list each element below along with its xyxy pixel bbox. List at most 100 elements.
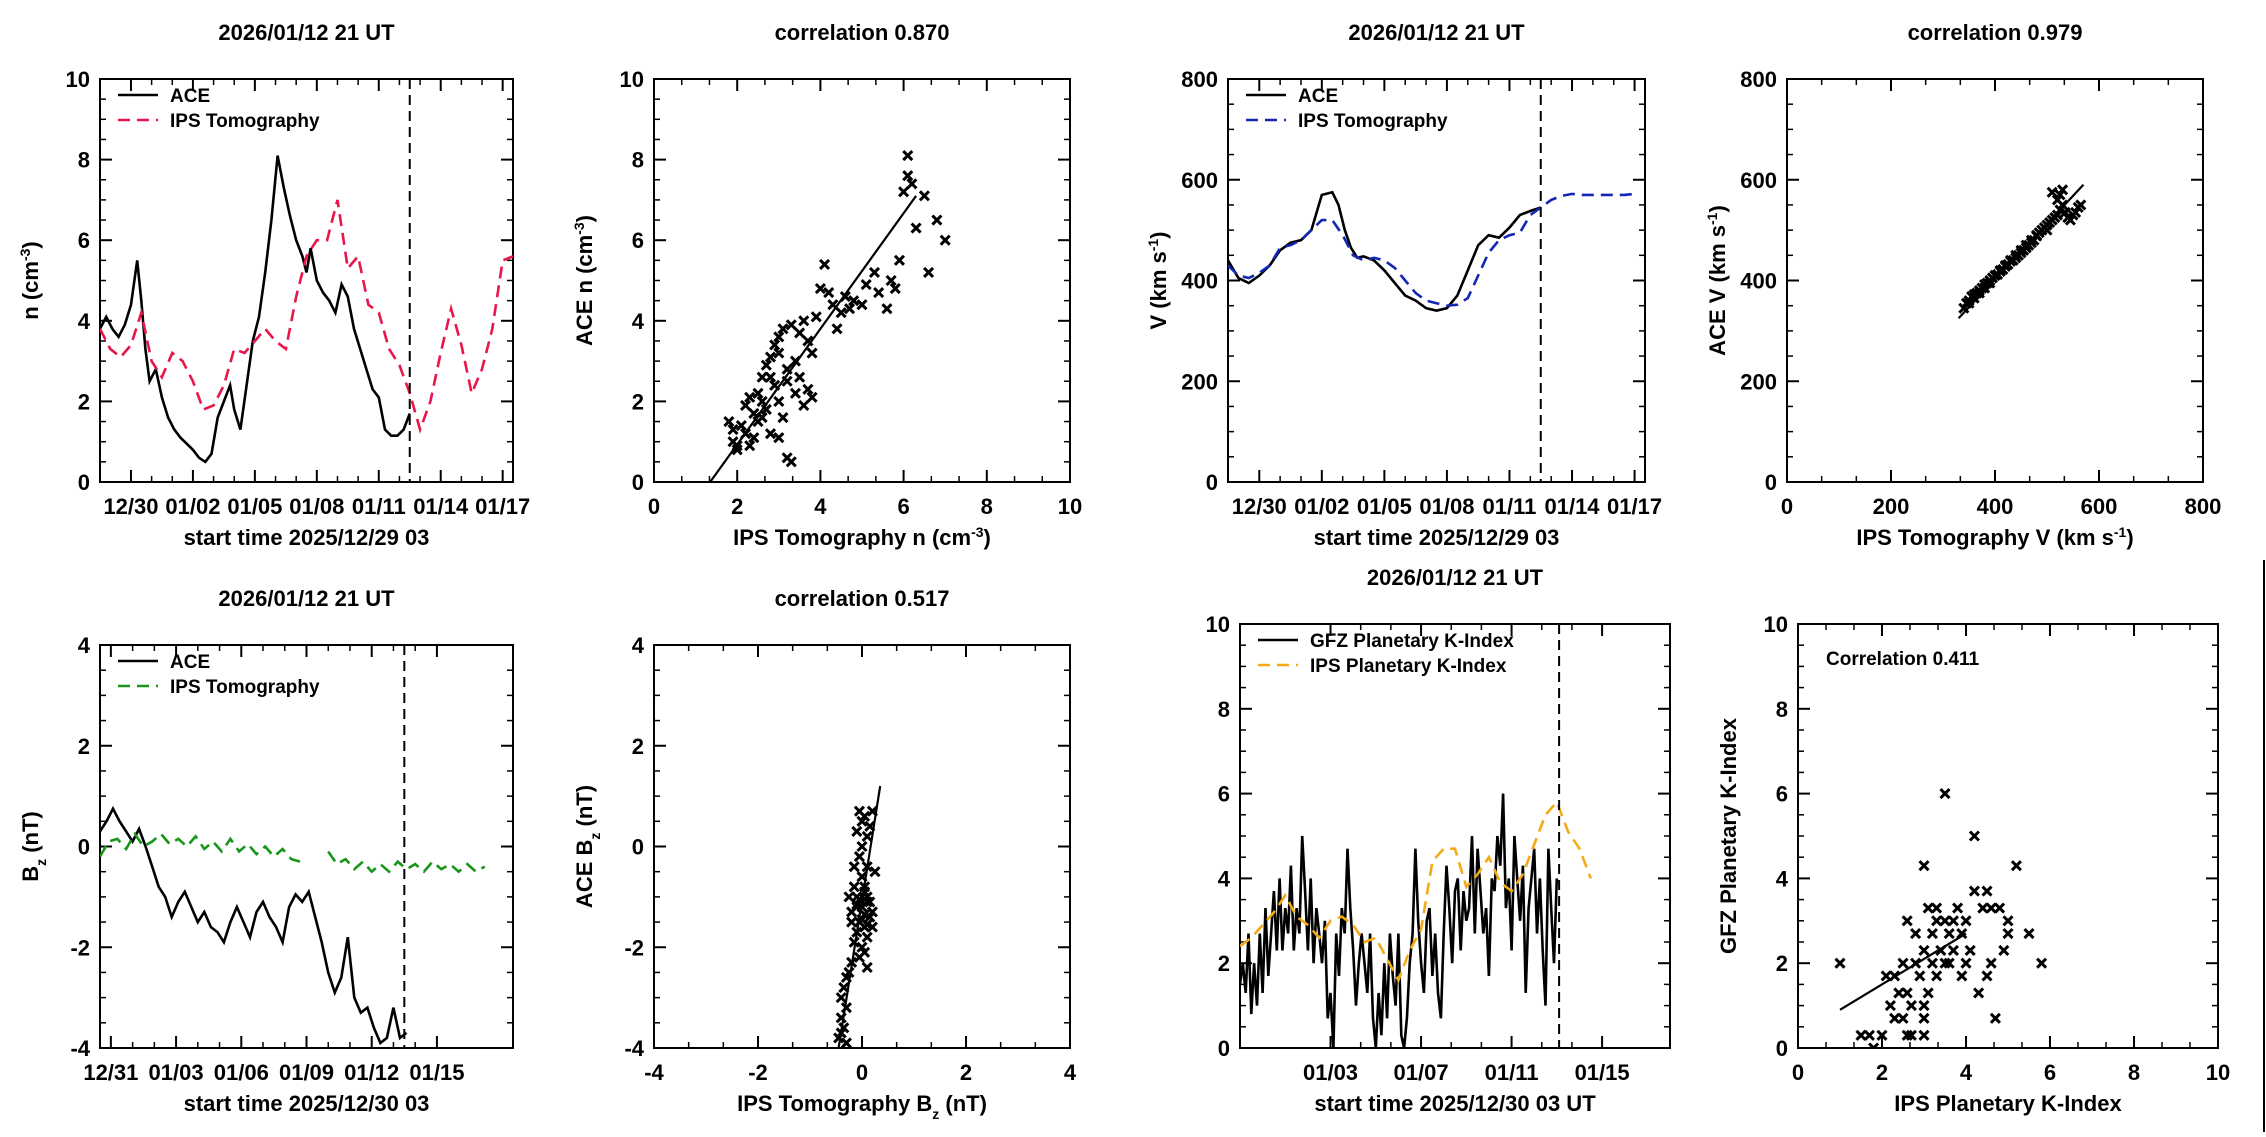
- scatter-point: [1952, 902, 1964, 914]
- scatter-point: [922, 266, 935, 279]
- x-tick-label: 0: [1781, 494, 1793, 519]
- scatter-point: [1918, 944, 1930, 957]
- plot-frame: [1797, 623, 2219, 1049]
- regression-line: [709, 195, 917, 482]
- scatter-point: [1834, 957, 1846, 969]
- x-tick-label: 2: [1876, 1060, 1888, 1085]
- scatter-point: [1998, 944, 2010, 957]
- scatter-point: [2002, 927, 2014, 940]
- x-tick-label: 2: [960, 1060, 972, 1085]
- y-tick-label: 2: [632, 389, 644, 414]
- y-tick-label: 600: [1740, 168, 1777, 193]
- scatter-point: [1947, 915, 1959, 927]
- scatter-point: [1968, 885, 1980, 897]
- scatter-point: [756, 371, 768, 383]
- scatter-point: [773, 395, 785, 407]
- x-tick-label: 6: [2044, 1060, 2056, 1085]
- scatter-point: [802, 383, 814, 395]
- plot-area: [833, 785, 882, 1048]
- y-tick-label: 8: [1218, 697, 1230, 722]
- chart-title: 2026/01/12 21 UT: [218, 20, 395, 45]
- x-tick-label: 10: [1058, 494, 1082, 519]
- scatter-point: [802, 335, 814, 347]
- x-axis-label: IPS Planetary K-Index: [1894, 1091, 2122, 1116]
- scatter-point: [1960, 915, 1972, 927]
- y-tick-label: 0: [78, 835, 90, 860]
- scatter-point: [869, 866, 881, 878]
- plot-area: [1240, 793, 1593, 1048]
- series-line-model: [100, 831, 301, 863]
- scatter-point: [777, 323, 789, 335]
- scatter-point: [2010, 860, 2022, 872]
- scatter-point: [831, 323, 843, 335]
- panel-p4: correlation 0.979 0 200 400 600 800 0 200 400 600…: [1704, 20, 2221, 550]
- y-tick-label: 2: [1218, 951, 1230, 976]
- x-tick-label: 01/11: [1485, 1060, 1539, 1085]
- x-tick-label: 01/17: [1607, 494, 1662, 519]
- scatter-point: [861, 931, 873, 943]
- y-tick-label: 6: [78, 228, 90, 253]
- x-tick-label: 01/15: [409, 1060, 464, 1085]
- scatter-point: [902, 170, 914, 182]
- y-tick-label: 0: [632, 835, 644, 860]
- y-tick-label: -2: [624, 935, 644, 960]
- chart-title: correlation 0.517: [775, 586, 950, 611]
- regression-line: [1839, 932, 1967, 1011]
- x-axis-label: start time 2025/12/29 03: [184, 525, 430, 550]
- legend-label: IPS Tomography: [170, 111, 320, 132]
- scatter-point: [1981, 885, 1993, 897]
- scatter-point: [1922, 987, 1934, 999]
- scatter-point: [853, 851, 865, 863]
- plot-area: [100, 805, 486, 1046]
- x-tick-label: 10: [2206, 1060, 2230, 1085]
- x-tick-label: 01/14: [413, 494, 469, 519]
- y-axis-label: n (cm-3): [17, 241, 43, 319]
- scatter-point: [764, 428, 777, 440]
- scatter-point: [1918, 1000, 1930, 1012]
- x-tick-label: 12/30: [1232, 494, 1287, 519]
- y-tick-label: 0: [1218, 1036, 1230, 1061]
- series-line-observed: [100, 155, 412, 464]
- scatter-point: [902, 150, 914, 162]
- series-line-model: [327, 850, 486, 874]
- x-tick-label: 01/11: [1483, 494, 1537, 519]
- plot-frame: [99, 78, 514, 483]
- x-tick-label: 01/17: [475, 494, 530, 519]
- y-tick-label: 0: [1765, 470, 1777, 495]
- x-axis-label: IPS Tomography Bz (nT): [737, 1091, 987, 1122]
- scatter-point: [1855, 1029, 1867, 1041]
- scatter-point: [856, 815, 868, 827]
- scatter-point: [1889, 1012, 1901, 1024]
- scatter-point: [1968, 830, 1980, 842]
- scatter-point: [848, 861, 860, 873]
- scatter-point: [806, 347, 818, 359]
- y-tick-label: 6: [632, 228, 644, 253]
- y-tick-label: 0: [78, 470, 90, 495]
- scatter-point: [1931, 902, 1943, 914]
- legend-label: GFZ Planetary K-Index: [1310, 631, 1514, 652]
- x-tick-label: 2: [731, 494, 743, 519]
- scatter-point: [1905, 1000, 1917, 1012]
- scatter-point: [1897, 957, 1909, 969]
- x-tick-label: 0: [648, 494, 660, 519]
- scatter-point: [1914, 970, 1926, 982]
- scatter-point: [898, 186, 910, 198]
- scatter-point: [764, 371, 777, 383]
- scatter-point: [1926, 957, 1938, 969]
- scatter-point: [752, 387, 764, 399]
- y-tick-label: 2: [78, 734, 90, 759]
- scatter-point: [823, 287, 835, 299]
- panel-p2: correlation 0.870 0 2 4 6 8 10 0 2 4 6 8 10 IPS Tomog…: [571, 20, 1082, 550]
- scatter-point: [868, 266, 881, 279]
- scatter-point: [1994, 902, 2006, 914]
- x-tick-label: 0: [1792, 1060, 1804, 1085]
- scatter-point: [1963, 297, 1975, 309]
- scatter-point: [861, 961, 873, 973]
- x-tick-label: -2: [748, 1060, 768, 1085]
- plot-frame: [1227, 78, 1646, 483]
- scatter-point: [1943, 927, 1955, 940]
- scatter-point: [1981, 970, 1993, 982]
- scatter-point: [1956, 970, 1968, 982]
- plot-area: [1228, 190, 1635, 313]
- scatter-point: [1901, 987, 1913, 999]
